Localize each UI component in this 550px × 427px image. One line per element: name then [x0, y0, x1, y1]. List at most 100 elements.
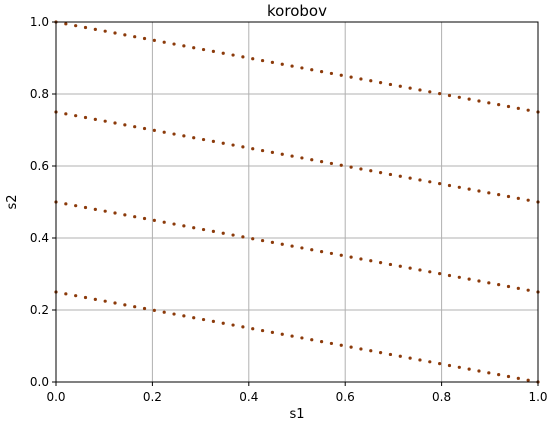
data-point [339, 343, 343, 347]
data-point [438, 272, 442, 276]
data-point [487, 281, 491, 285]
data-point [506, 374, 511, 379]
data-point [241, 55, 245, 59]
data-point [182, 314, 186, 318]
data-point [369, 259, 373, 263]
data-point [201, 317, 206, 322]
data-point [319, 159, 324, 164]
x-axis: 0.0 0.2 0.4 0.6 0.8 1.0 [46, 382, 548, 404]
data-point [516, 286, 520, 290]
data-point [290, 64, 294, 68]
x-tick-label: 0.4 [239, 390, 258, 404]
data-point [83, 25, 88, 30]
data-point [241, 145, 245, 149]
data-point [231, 323, 235, 327]
data-point [369, 169, 373, 173]
data-point [182, 134, 186, 138]
data-point [133, 215, 137, 219]
data-point [447, 273, 452, 278]
data-point [329, 161, 334, 166]
data-point [526, 108, 530, 112]
data-point [388, 352, 393, 357]
data-point [408, 266, 412, 270]
data-point [516, 376, 520, 380]
data-point [497, 193, 501, 197]
data-point [379, 261, 383, 265]
data-point [142, 306, 147, 311]
data-point [93, 117, 97, 121]
data-point [231, 233, 235, 237]
data-point [359, 167, 363, 171]
data-point [192, 316, 196, 320]
data-point [162, 220, 166, 224]
x-tick-label: 0.2 [143, 390, 162, 404]
data-point [398, 174, 402, 178]
data-point [251, 327, 255, 331]
data-point [359, 77, 363, 81]
data-point [398, 354, 402, 358]
data-point [74, 204, 78, 208]
x-tick-label: 0.0 [46, 390, 65, 404]
data-point [221, 51, 225, 55]
data-point [290, 334, 294, 338]
data-point [526, 198, 530, 202]
data-point [369, 349, 373, 353]
data-point [418, 268, 422, 272]
data-point [408, 356, 412, 360]
data-point [467, 97, 471, 101]
y-tick-label: 0.0 [30, 375, 49, 389]
data-point [438, 92, 442, 96]
data-point [467, 367, 471, 371]
data-point [280, 62, 284, 66]
data-point [123, 303, 127, 307]
data-point [300, 156, 304, 160]
data-point [339, 163, 343, 167]
data-point [457, 95, 461, 99]
data-point [93, 297, 97, 301]
data-point [526, 288, 530, 292]
data-point [133, 125, 137, 129]
data-point [152, 38, 156, 42]
data-point [329, 71, 334, 76]
data-point [290, 244, 294, 248]
data-point [290, 154, 294, 158]
data-point [379, 351, 383, 355]
data-point [251, 237, 255, 241]
data-point [93, 207, 97, 211]
data-point [231, 53, 235, 57]
y-tick-label: 0.4 [30, 231, 49, 245]
data-point [64, 112, 68, 116]
data-point [113, 301, 117, 305]
y-tick-label: 0.6 [30, 159, 49, 173]
data-point [103, 209, 107, 213]
data-point [103, 29, 107, 33]
data-point [103, 119, 107, 123]
data-point [349, 75, 353, 79]
data-point [172, 312, 176, 316]
data-point [201, 227, 206, 232]
data-point [211, 139, 215, 143]
data-point [64, 292, 68, 296]
data-point [192, 46, 196, 50]
data-point [192, 226, 196, 230]
data-point [113, 121, 117, 125]
data-points [54, 20, 540, 384]
y-axis-label: s2 [5, 194, 20, 209]
grid [55, 21, 539, 383]
data-point [428, 360, 432, 364]
data-point [359, 257, 363, 261]
data-point [477, 189, 481, 193]
data-point [418, 178, 422, 182]
data-point [142, 216, 147, 221]
data-point [379, 171, 383, 175]
data-point [83, 205, 88, 210]
data-point [418, 358, 422, 362]
point-series-4 [54, 290, 540, 384]
data-point [447, 93, 452, 98]
point-series-2 [54, 110, 540, 204]
data-point [113, 31, 117, 35]
data-point [201, 137, 206, 142]
data-point [506, 194, 511, 199]
data-point [388, 172, 393, 177]
